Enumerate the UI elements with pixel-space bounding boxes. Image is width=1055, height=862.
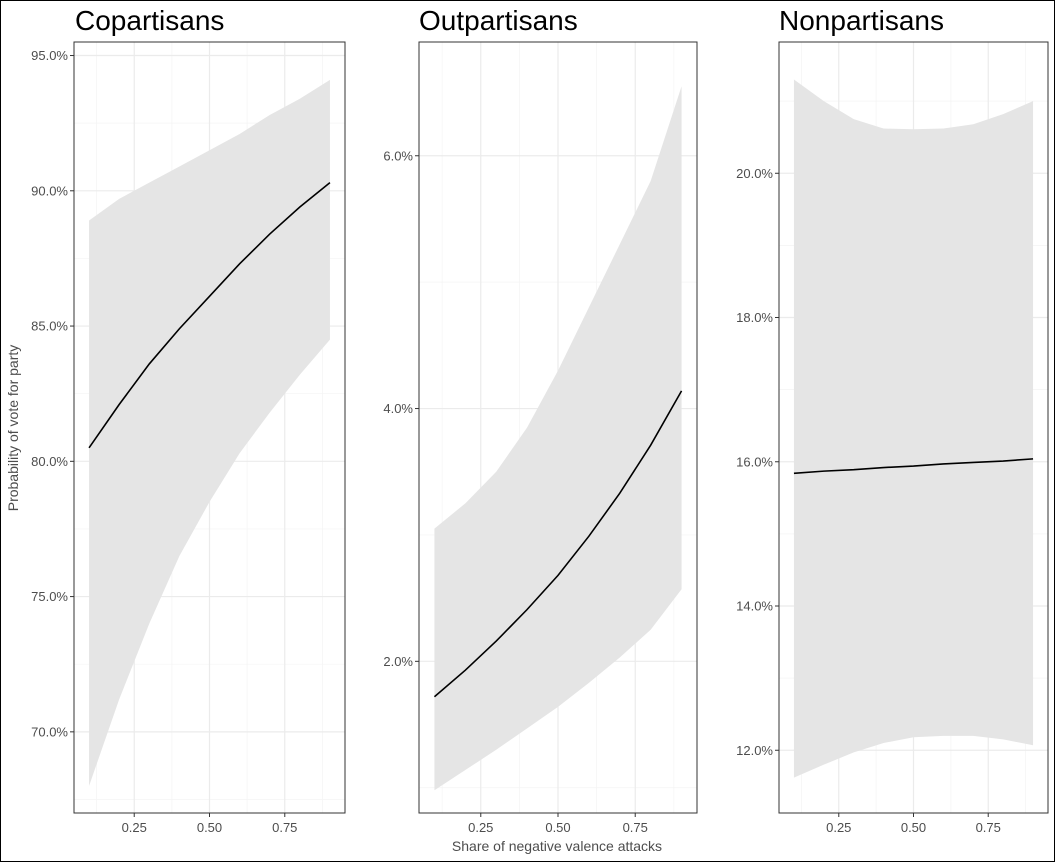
panel-copartisans: 70.0% 75.0% 80.0% 85.0% 90.0% 95.0% 0.25 0.50 0.… bbox=[31, 5, 346, 835]
y-tick-label: 80.0% bbox=[31, 454, 68, 469]
estimate-line bbox=[433, 390, 683, 698]
confidence-ribbon bbox=[434, 86, 682, 791]
y-tick-label: 75.0% bbox=[31, 589, 68, 604]
panel-title: Outpartisans bbox=[419, 5, 578, 36]
x-tick-label: 0.25 bbox=[826, 820, 851, 835]
x-tick-label: 0.75 bbox=[623, 820, 648, 835]
y-tick-label: 95.0% bbox=[31, 48, 68, 63]
x-tick-label: 0.50 bbox=[197, 820, 222, 835]
y-tick-label: 16.0% bbox=[736, 454, 773, 469]
y-tick-label: 2.0% bbox=[383, 654, 413, 669]
x-tick-label: 0.50 bbox=[901, 820, 926, 835]
x-tick-label: 0.50 bbox=[545, 820, 570, 835]
y-axis-title: Probability of vote for party bbox=[5, 345, 21, 512]
panels: 70.0% 75.0% 80.0% 85.0% 90.0% 95.0% 0.25 0.50 0.… bbox=[31, 5, 1049, 835]
y-tick-label: 4.0% bbox=[383, 401, 413, 416]
panel-title: Nonpartisans bbox=[779, 5, 944, 36]
y-tick-label: 12.0% bbox=[736, 743, 773, 758]
estimate-line bbox=[88, 182, 331, 449]
y-tick-label: 20.0% bbox=[736, 166, 773, 181]
x-tick-label: 0.25 bbox=[468, 820, 493, 835]
confidence-ribbon bbox=[89, 79, 330, 786]
y-tick-label: 14.0% bbox=[736, 599, 773, 614]
y-tick-label: 6.0% bbox=[383, 148, 413, 163]
confidence-ribbon bbox=[793, 79, 1034, 778]
panel-title: Copartisans bbox=[75, 5, 224, 36]
estimate-line bbox=[793, 458, 1034, 475]
y-tick-label: 18.0% bbox=[736, 310, 773, 325]
y-tick-label: 90.0% bbox=[31, 183, 68, 198]
x-tick-label: 0.75 bbox=[272, 820, 297, 835]
x-tick-label: 0.75 bbox=[976, 820, 1001, 835]
x-axis-title: Share of negative valence attacks bbox=[452, 838, 662, 854]
y-tick-label: 85.0% bbox=[31, 319, 68, 334]
x-tick-label: 0.25 bbox=[122, 820, 147, 835]
y-tick-label: 70.0% bbox=[31, 724, 68, 739]
panel-outpartisans: 2.0% 4.0% 6.0% 0.25 0.50 0.75 Outpartisans bbox=[383, 5, 698, 835]
panel-nonpartisans: 12.0% 14.0% 16.0% 18.0% 20.0% 0.25 0.50 0.75 Non… bbox=[736, 5, 1049, 835]
